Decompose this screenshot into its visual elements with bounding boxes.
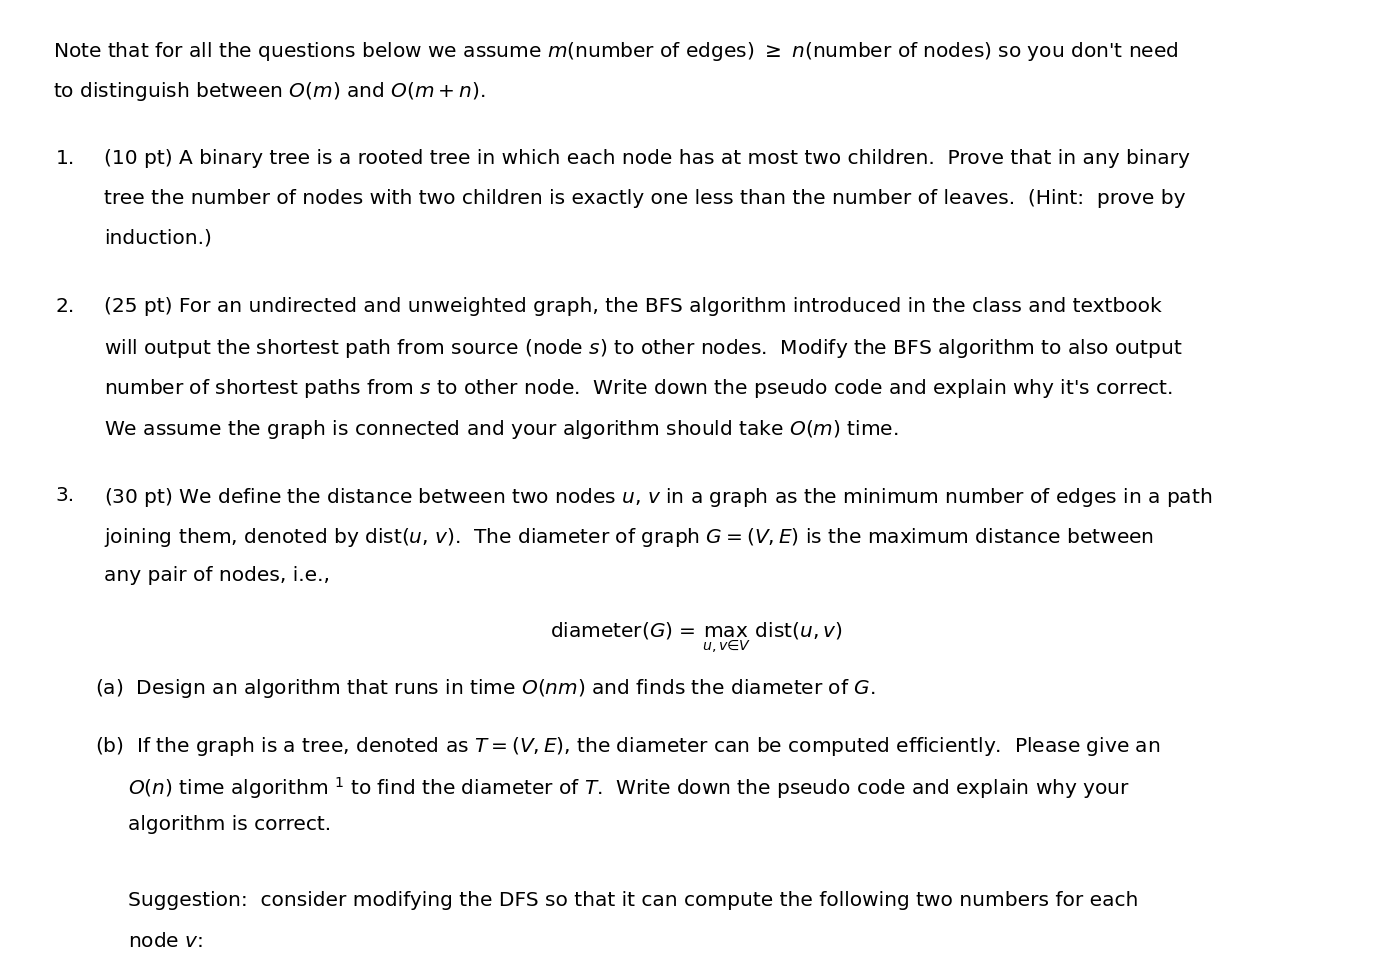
Text: We assume the graph is connected and your algorithm should take $O(m)$ time.: We assume the graph is connected and you…	[104, 418, 899, 441]
Text: Suggestion:  consider modifying the DFS so that it can compute the following two: Suggestion: consider modifying the DFS s…	[128, 891, 1139, 910]
Text: (a)  Design an algorithm that runs in time $O(nm)$ and finds the diameter of $G$: (a) Design an algorithm that runs in tim…	[95, 677, 876, 700]
Text: to distinguish between $O(m)$ and $O(m + n)$.: to distinguish between $O(m)$ and $O(m +…	[53, 80, 486, 103]
Text: 1.: 1.	[56, 148, 75, 167]
Text: Note that for all the questions below we assume $m$(number of edges) $\geq$ $n$(: Note that for all the questions below we…	[53, 40, 1178, 63]
Text: joining them, denoted by dist($u$, $v$).  The diameter of graph $G = (V, E)$ is : joining them, denoted by dist($u$, $v$).…	[104, 526, 1154, 549]
Text: (b)  If the graph is a tree, denoted as $T = (V, E)$, the diameter can be comput: (b) If the graph is a tree, denoted as $…	[95, 735, 1160, 758]
Text: 2.: 2.	[56, 297, 75, 316]
Text: any pair of nodes, i.e.,: any pair of nodes, i.e.,	[104, 566, 330, 585]
Text: (30 pt) We define the distance between two nodes $u$, $v$ in a graph as the mini: (30 pt) We define the distance between t…	[104, 486, 1212, 509]
Text: diameter$(G)$ = $\max_{u,v \in V}$ dist$(u, v)$: diameter$(G)$ = $\max_{u,v \in V}$ dist$…	[550, 620, 842, 656]
Text: induction.): induction.)	[104, 228, 212, 248]
Text: 3.: 3.	[56, 486, 75, 505]
Text: (10 pt) A binary tree is a rooted tree in which each node has at most two childr: (10 pt) A binary tree is a rooted tree i…	[104, 148, 1190, 167]
Text: (25 pt) For an undirected and unweighted graph, the BFS algorithm introduced in : (25 pt) For an undirected and unweighted…	[104, 297, 1162, 316]
Text: algorithm is correct.: algorithm is correct.	[128, 815, 331, 834]
Text: will output the shortest path from source (node $s$) to other nodes.  Modify the: will output the shortest path from sourc…	[104, 337, 1183, 360]
Text: tree the number of nodes with two children is exactly one less than the number o: tree the number of nodes with two childr…	[104, 188, 1186, 207]
Text: $O(n)$ time algorithm $^1$ to find the diameter of $T$.  Write down the pseudo c: $O(n)$ time algorithm $^1$ to find the d…	[128, 775, 1130, 801]
Text: number of shortest paths from $s$ to other node.  Write down the pseudo code and: number of shortest paths from $s$ to oth…	[104, 378, 1173, 401]
Text: node $v$:: node $v$:	[128, 931, 203, 950]
